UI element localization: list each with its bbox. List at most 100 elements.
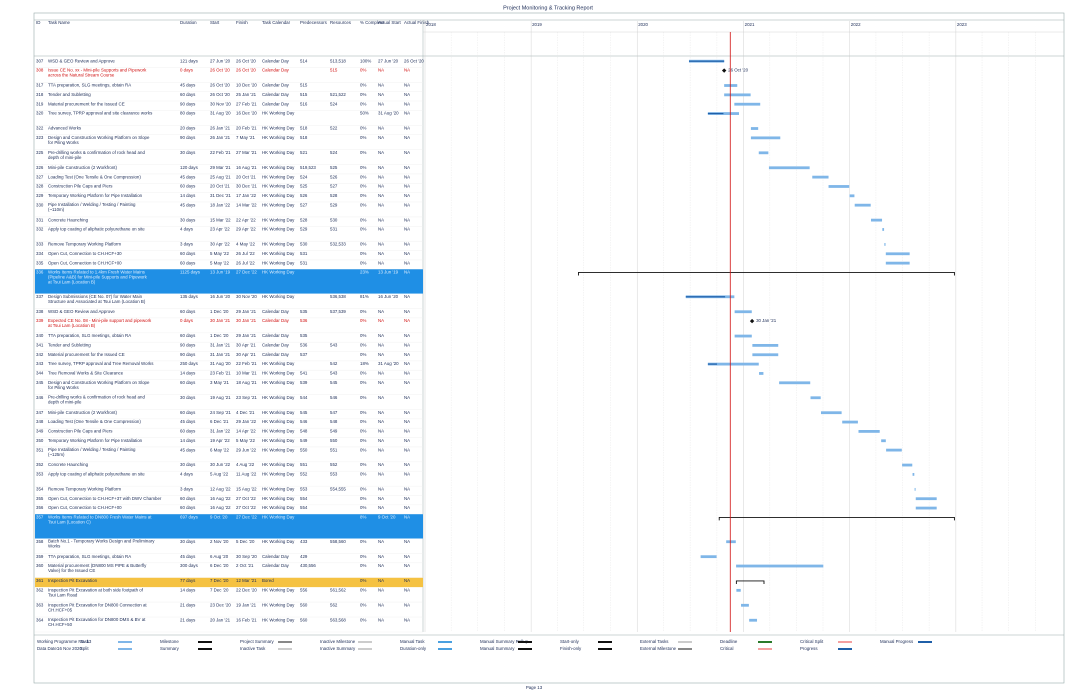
- cell-duration: 3 days: [180, 487, 194, 492]
- cell-duration: 4 days: [180, 472, 194, 477]
- cell-duration: 45 days: [180, 174, 196, 179]
- cell-afinish: NA: [404, 184, 410, 189]
- cell-finish: 27 Oct '22: [236, 496, 256, 501]
- task-name: TTA preparation, SLG meetings, obtain RA: [48, 554, 131, 559]
- year-label: 2022: [851, 22, 861, 27]
- cell-start: 6 Aug '20: [210, 554, 229, 559]
- cell-res: 524: [330, 101, 338, 106]
- cell-finish: 20 Feb '21: [236, 126, 257, 131]
- cell-astart: NA: [378, 217, 384, 222]
- cell-afinish: NA: [404, 270, 410, 275]
- cell-id: 360: [36, 563, 44, 568]
- cell-afinish: NA: [404, 242, 410, 247]
- cell-id: 359: [36, 554, 44, 559]
- task-bar: [886, 448, 902, 452]
- page-number: Page 13: [526, 685, 543, 690]
- cell-id: 336: [36, 270, 44, 275]
- cell-afinish: NA: [404, 515, 410, 520]
- task-name: Tender and Subletting: [48, 92, 91, 97]
- task-name: Design Submissions (CE No. 07) for Water…: [48, 294, 146, 304]
- task-bar: [736, 588, 741, 592]
- cell-id: 356: [36, 505, 44, 510]
- legend-swatch: [518, 641, 532, 643]
- progress-bar: [688, 60, 725, 62]
- task-name: Temporary Working Platform for Pipe Inst…: [48, 438, 143, 443]
- cell-start: 1 Dec '20: [210, 333, 229, 338]
- column-header: Actual Start: [378, 20, 401, 25]
- cell-afinish: NA: [404, 174, 410, 179]
- cell-calendar: Calendar Day: [262, 563, 290, 568]
- legend-swatch: [198, 648, 212, 650]
- cell-res: 532,533: [330, 242, 346, 247]
- cell-afinish: NA: [404, 352, 410, 357]
- milestone: [721, 68, 727, 73]
- cell-astart: 9 Oct '20: [378, 515, 396, 520]
- cell-res: 551: [330, 447, 338, 452]
- cell-afinish: NA: [404, 193, 410, 198]
- task-bar: [842, 420, 858, 424]
- cell-astart: NA: [378, 617, 384, 622]
- task-bar: [752, 353, 779, 357]
- cell-astart: 13 Jun '19: [378, 270, 399, 275]
- cell-pred: 548: [300, 429, 308, 434]
- cell-pct: 0%: [360, 217, 366, 222]
- cell-start: 30 Nov '20: [210, 101, 231, 106]
- cell-duration: 45 days: [180, 202, 196, 207]
- legend-swatch: [278, 641, 292, 643]
- cell-res: 547: [330, 410, 338, 415]
- cell-astart: NA: [378, 554, 384, 559]
- cell-id: 354: [36, 487, 44, 492]
- cell-calendar: HK Working Day: [262, 419, 295, 424]
- cell-res: 542: [330, 361, 338, 366]
- task-name: Mini-pile Construction (2 Workfront): [48, 410, 118, 415]
- task-bar: [768, 166, 810, 170]
- cell-duration: 30 days: [180, 395, 196, 400]
- cell-afinish: NA: [404, 602, 410, 607]
- cell-start: 31 Jan '21: [210, 352, 231, 357]
- task-name: Pre-drilling works & confirmation of roc…: [48, 395, 145, 405]
- task-bar: [902, 463, 913, 467]
- cell-afinish: NA: [404, 587, 410, 592]
- cell-calendar: HK Working Day: [262, 380, 295, 385]
- legend-swatch: [438, 648, 452, 650]
- cell-pred: 535: [300, 333, 308, 338]
- cell-pred: 552: [300, 472, 308, 477]
- cell-res: 530: [330, 217, 338, 222]
- cell-duration: 300 days: [180, 563, 199, 568]
- cell-id: 339: [36, 318, 44, 323]
- cell-calendar: HK Working Day: [262, 539, 295, 544]
- cell-calendar: HK Working Day: [262, 251, 295, 256]
- cell-calendar: HK Working Day: [262, 487, 295, 492]
- cell-pred: 429: [300, 554, 308, 559]
- cell-id: 344: [36, 371, 44, 376]
- cell-id: 343: [36, 361, 44, 366]
- cell-astart: NA: [378, 352, 384, 357]
- cell-calendar: Calendar Day: [262, 101, 290, 106]
- cell-pred: 529: [300, 227, 308, 232]
- cell-pred: 554: [300, 505, 308, 510]
- cell-calendar: HK Working Day: [262, 361, 295, 366]
- cell-calendar: HK Working Day: [262, 438, 295, 443]
- legend-label: External Milestone: [640, 646, 677, 651]
- cell-calendar: HK Working Day: [262, 505, 295, 510]
- cell-pct: 0%: [360, 371, 366, 376]
- cell-calendar: Calendar Day: [262, 343, 290, 348]
- cell-calendar: HK Working Day: [262, 587, 295, 592]
- cell-astart: NA: [378, 309, 384, 314]
- cell-pct: 0%: [360, 380, 366, 385]
- legend-swatch: [358, 641, 372, 643]
- cell-finish: 30 Dec '21: [236, 184, 257, 189]
- task-bar: [779, 381, 811, 385]
- cell-res: 550: [330, 438, 338, 443]
- cell-afinish: NA: [404, 554, 410, 559]
- cell-id: 322: [36, 126, 44, 131]
- legend-label: Inactive Task: [240, 646, 266, 651]
- cell-duration: 697 days: [180, 515, 199, 520]
- task-name: Open Cut, Connection to CH.HCF+00: [48, 260, 122, 265]
- cell-res: 546: [330, 395, 338, 400]
- task-name: Apply top coating of aliphatic polyureth…: [48, 227, 145, 232]
- cell-duration: 14 days: [180, 371, 196, 376]
- cell-pred: 528: [300, 217, 308, 222]
- cell-start: 30 Apr '22: [210, 242, 230, 247]
- cell-pct: 0%: [360, 496, 366, 501]
